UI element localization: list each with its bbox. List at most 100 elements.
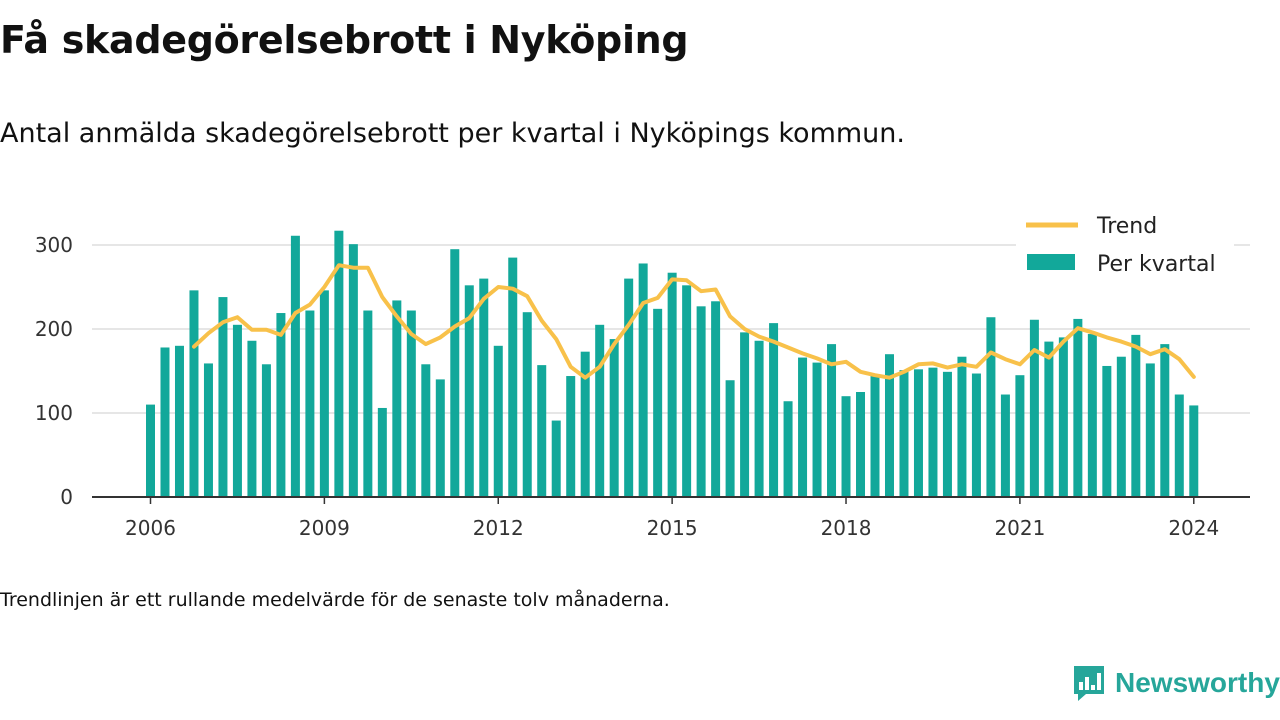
bar xyxy=(638,263,648,497)
bar xyxy=(450,249,460,497)
bar xyxy=(1102,365,1112,497)
bar xyxy=(218,297,228,497)
x-tick-label: 2006 xyxy=(125,516,176,540)
bar xyxy=(769,323,779,497)
bar xyxy=(1131,334,1141,497)
bar xyxy=(1087,334,1097,497)
bar xyxy=(696,306,706,497)
bar xyxy=(580,351,590,497)
bar xyxy=(884,354,894,497)
legend-bar-swatch xyxy=(1027,254,1075,270)
bar xyxy=(363,310,373,497)
bar xyxy=(754,340,764,497)
bar xyxy=(1073,318,1083,497)
x-tick-label: 2021 xyxy=(994,516,1045,540)
bar xyxy=(624,278,634,497)
bar xyxy=(479,278,489,497)
bar xyxy=(653,308,663,497)
bar xyxy=(1145,363,1155,497)
bar xyxy=(261,364,271,497)
bar xyxy=(942,371,952,497)
bar xyxy=(1029,319,1039,497)
y-tick-label: 300 xyxy=(35,233,73,257)
bar xyxy=(203,363,213,497)
bar xyxy=(609,339,619,497)
bar xyxy=(1058,337,1068,497)
newsworthy-logo-icon xyxy=(1074,666,1104,701)
bar xyxy=(711,301,721,497)
bar xyxy=(783,401,793,497)
bar xyxy=(1000,394,1010,497)
bar xyxy=(464,285,474,497)
bar xyxy=(1174,394,1184,497)
chart-title: Få skadegörelsebrott i Nyköping xyxy=(0,18,689,62)
bar xyxy=(1160,344,1170,497)
bar xyxy=(189,290,199,497)
bar xyxy=(682,285,692,497)
legend: Trend Per kvartal xyxy=(1016,208,1234,286)
bar xyxy=(856,392,866,497)
bar xyxy=(551,420,561,497)
bar xyxy=(174,345,184,497)
bar xyxy=(305,310,315,497)
x-tick-label: 2012 xyxy=(473,516,524,540)
legend-background xyxy=(1016,208,1234,286)
y-tick-label: 0 xyxy=(60,485,73,509)
x-tick-label: 2015 xyxy=(647,516,698,540)
bar xyxy=(508,257,518,497)
bar xyxy=(986,317,996,497)
bar xyxy=(146,404,155,497)
bar xyxy=(377,407,387,497)
bar xyxy=(247,340,257,497)
bar xyxy=(971,373,981,497)
bar xyxy=(740,332,750,497)
bar xyxy=(725,380,735,497)
bar xyxy=(595,324,605,497)
x-tick-label: 2018 xyxy=(821,516,872,540)
bar xyxy=(1189,405,1199,497)
bar-series xyxy=(146,230,1199,497)
trend-line xyxy=(192,263,1196,380)
brand-logo: Newsworthy xyxy=(1072,664,1280,702)
bar xyxy=(812,362,822,497)
x-tick-label: 2009 xyxy=(299,516,350,540)
x-tick-label: 2024 xyxy=(1168,516,1219,540)
chart-subtitle: Antal anmälda skadegörelsebrott per kvar… xyxy=(0,118,905,149)
bar xyxy=(827,344,837,497)
bar xyxy=(406,310,416,497)
legend-bar-label: Per kvartal xyxy=(1097,252,1216,277)
bar xyxy=(667,272,677,497)
bar xyxy=(160,347,170,497)
bar xyxy=(1044,341,1054,497)
bar xyxy=(290,235,300,497)
bar xyxy=(899,370,909,497)
bar xyxy=(537,365,547,497)
bar xyxy=(493,345,503,497)
bar xyxy=(334,230,344,497)
bar xyxy=(841,396,851,497)
bar xyxy=(392,300,402,497)
bar xyxy=(957,356,967,497)
y-tick-label: 100 xyxy=(35,401,73,425)
bar xyxy=(798,357,808,497)
bar xyxy=(421,364,431,497)
bar xyxy=(1015,375,1025,497)
legend-trend-label: Trend xyxy=(1096,214,1157,239)
bar xyxy=(276,313,286,497)
bar xyxy=(232,324,242,497)
brand-name: Newsworthy xyxy=(1115,667,1280,698)
bar xyxy=(522,312,532,497)
chart-area: 0 100 200 300 2006 2009 2012 2015 2018 2021 2024 T… xyxy=(35,208,1250,540)
bar xyxy=(566,376,576,497)
trend-series xyxy=(192,263,1196,380)
axes: 0 100 200 300 2006 2009 2012 2015 2018 2021 2024 xyxy=(35,233,1250,540)
bar xyxy=(348,244,358,497)
bar xyxy=(319,290,329,497)
bar xyxy=(928,367,938,497)
bar xyxy=(435,379,445,497)
footnote: Trendlinjen är ett rullande medelvärde f… xyxy=(0,589,670,611)
bar xyxy=(1116,356,1126,497)
bar xyxy=(913,369,923,497)
bar xyxy=(870,376,880,497)
y-tick-label: 200 xyxy=(35,317,73,341)
